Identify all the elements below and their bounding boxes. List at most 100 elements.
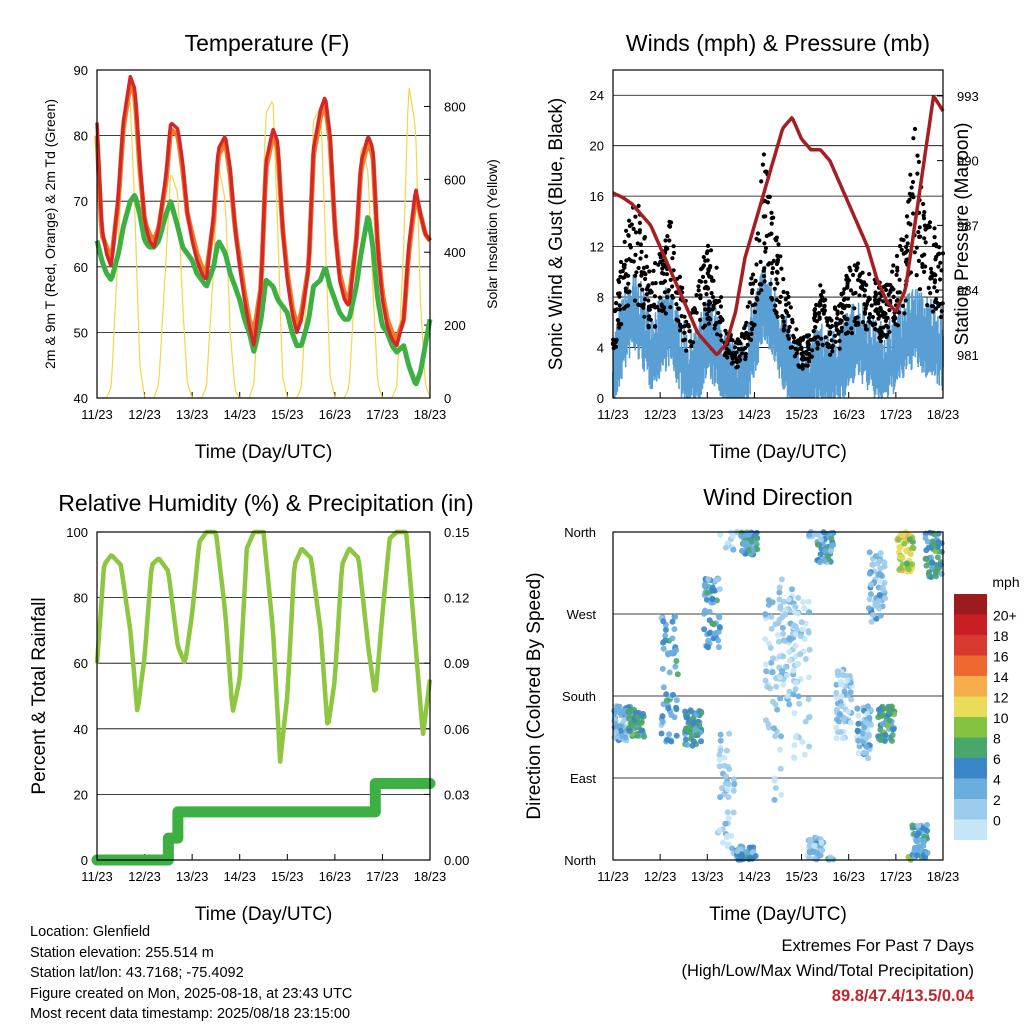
- gust-point: [700, 265, 705, 270]
- gust-point: [817, 300, 822, 305]
- gust-point: [685, 323, 690, 328]
- gust-point: [701, 325, 706, 330]
- direction-point: [722, 820, 729, 827]
- direction-point: [906, 536, 913, 543]
- gust-point: [659, 302, 664, 307]
- gust-point: [846, 278, 852, 283]
- gust-point: [705, 271, 710, 276]
- gust-point: [894, 272, 899, 277]
- direction-point: [769, 669, 776, 676]
- gust-point: [747, 300, 752, 305]
- direction-point: [660, 645, 667, 652]
- gust-point: [733, 345, 738, 350]
- gust-point: [740, 351, 745, 356]
- colorbar-label: 10: [993, 710, 1009, 726]
- direction-point: [886, 717, 893, 724]
- gust-point: [751, 323, 756, 328]
- gust-point: [843, 316, 848, 321]
- gust-point: [775, 270, 780, 275]
- direction-point: [834, 669, 841, 676]
- direction-point: [772, 784, 779, 791]
- direction-point: [791, 710, 798, 716]
- direction-point: [864, 703, 871, 710]
- gust-point: [750, 288, 755, 293]
- gust-point: [638, 256, 643, 261]
- gust-point: [800, 366, 805, 371]
- gust-point: [848, 268, 853, 273]
- direction-point: [684, 714, 691, 721]
- gust-point: [904, 214, 910, 219]
- gust-point: [626, 281, 631, 286]
- gust-point: [915, 171, 920, 176]
- direction-point: [754, 546, 761, 553]
- gust-point: [769, 261, 774, 266]
- direction-point: [933, 573, 939, 580]
- colorbar-swatch: [954, 655, 987, 676]
- y-tick-label: 8: [597, 290, 604, 305]
- x-tick-label: 15/23: [785, 869, 818, 884]
- direction-point: [889, 737, 895, 744]
- direction-point: [717, 794, 724, 801]
- gust-point: [706, 302, 711, 307]
- gust-point: [899, 237, 904, 242]
- direction-point: [747, 854, 754, 861]
- gust-point: [785, 290, 790, 296]
- gust-point: [862, 280, 867, 285]
- colorbar-swatch: [954, 778, 987, 799]
- direction-point: [817, 551, 824, 558]
- gust-point: [916, 159, 922, 164]
- direction-point: [806, 646, 813, 653]
- gust-point: [682, 314, 687, 319]
- gust-point: [679, 324, 685, 329]
- gust-point: [626, 233, 631, 238]
- gust-point: [662, 290, 667, 295]
- x-tick-label: 16/23: [832, 869, 865, 884]
- x-tick-label: 14/23: [223, 869, 256, 884]
- direction-point: [724, 540, 731, 547]
- direction-point: [790, 667, 797, 674]
- gust-point: [754, 296, 759, 301]
- gust-point: [834, 316, 840, 321]
- direction-point: [671, 626, 678, 633]
- direction-point: [730, 809, 737, 816]
- gust-point: [899, 247, 904, 252]
- gust-point: [884, 333, 890, 338]
- gust-point: [754, 262, 759, 267]
- direction-point: [824, 552, 831, 559]
- direction-point: [778, 791, 785, 798]
- direction-point: [807, 836, 814, 843]
- direction-point: [865, 605, 872, 612]
- gust-point: [800, 363, 805, 368]
- direction-point: [730, 787, 737, 794]
- gust-point: [631, 259, 636, 264]
- colorbar-title: mph: [992, 574, 1019, 590]
- direction-point: [663, 697, 670, 704]
- direction-point: [748, 538, 755, 545]
- direction-point: [833, 694, 840, 701]
- gust-point: [641, 265, 647, 270]
- gust-point: [694, 310, 699, 315]
- direction-point: [776, 674, 783, 681]
- direction-point: [672, 663, 679, 670]
- gust-point: [682, 330, 687, 335]
- direction-point: [925, 544, 932, 551]
- direction-point: [880, 587, 887, 594]
- gust-point: [694, 293, 699, 298]
- gust-point: [667, 219, 672, 224]
- direction-point: [796, 700, 803, 707]
- gust-point: [767, 194, 772, 199]
- gust-point: [891, 294, 896, 299]
- colorbar-label: 14: [993, 669, 1009, 685]
- gust-point: [878, 339, 884, 344]
- direction-point: [833, 689, 840, 696]
- gust-point: [926, 285, 931, 290]
- gust-point: [903, 259, 909, 264]
- gust-point: [633, 230, 639, 235]
- gust-point: [646, 323, 651, 328]
- gust-point: [898, 244, 903, 249]
- gust-point: [696, 284, 701, 289]
- gust-point: [723, 351, 728, 356]
- gust-point: [818, 292, 824, 298]
- direction-point: [884, 722, 891, 729]
- gust-point: [852, 306, 857, 311]
